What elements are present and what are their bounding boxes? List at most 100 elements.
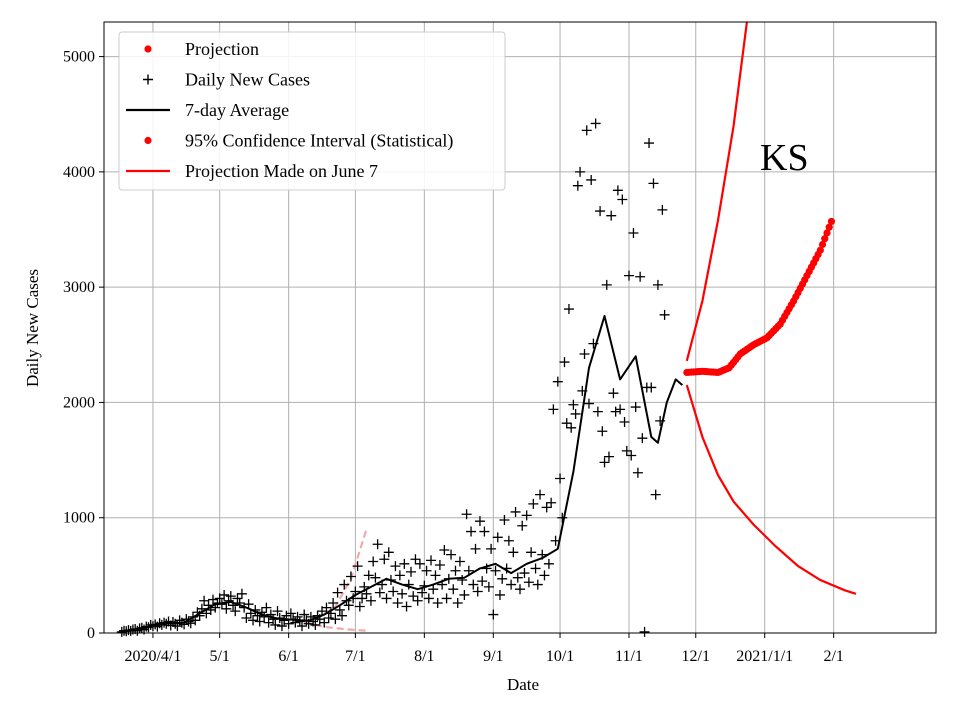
daily-cases-point (521, 510, 532, 521)
daily-cases-point (548, 404, 559, 415)
x-tick-label: 2020/4/1 (124, 648, 181, 665)
legend-marker-plus (143, 74, 153, 85)
daily-cases-point (352, 561, 363, 572)
axis-ticks: 0 1000 2000 3000 4000 5000 2020/4/1 5/1 6/1 7/1 8/… (63, 49, 844, 665)
daily-cases-point (546, 497, 557, 508)
daily-cases-point (361, 588, 372, 599)
daily-cases-point (590, 118, 601, 129)
daily-cases-point (401, 601, 412, 612)
daily-cases-point (414, 558, 425, 569)
daily-cases-point (610, 406, 621, 417)
daily-cases-point (644, 138, 655, 149)
daily-cases-point (439, 544, 450, 555)
daily-cases-point (650, 489, 661, 500)
projection-point (823, 229, 831, 237)
daily-cases-point (434, 559, 445, 570)
x-tick-label: 6/1 (278, 648, 298, 665)
daily-cases-point (345, 571, 356, 582)
daily-cases-point (323, 613, 334, 624)
daily-cases-point (370, 572, 381, 583)
y-tick-label: 0 (87, 625, 95, 642)
daily-cases-point (299, 609, 310, 620)
daily-cases-point (270, 619, 281, 630)
daily-cases-point (457, 574, 468, 585)
daily-cases-point (612, 185, 623, 196)
daily-cases-point (563, 304, 574, 315)
daily-cases-point (421, 565, 432, 576)
daily-cases-point (432, 598, 443, 609)
daily-cases-point (499, 515, 510, 526)
legend: Projection Daily New Cases 7-day Average 95… (118, 31, 506, 191)
daily-cases-point (603, 451, 614, 462)
daily-cases-point (466, 526, 477, 537)
daily-cases-point (428, 584, 439, 595)
daily-cases-point (617, 194, 628, 205)
x-tick-label: 7/1 (345, 648, 365, 665)
daily-cases-point (219, 589, 230, 600)
daily-cases-point (621, 445, 632, 456)
daily-cases-point (555, 473, 566, 484)
daily-cases-point (363, 570, 374, 581)
daily-cases-point (635, 271, 646, 282)
daily-cases-point (296, 621, 307, 632)
projection-point (821, 235, 829, 243)
daily-cases-point (570, 408, 581, 419)
average-layer (121, 315, 684, 633)
daily-cases-point (232, 593, 243, 604)
daily-cases-point (230, 606, 241, 617)
daily-cases-point (486, 543, 497, 554)
daily-cases-point (568, 399, 579, 410)
daily-cases-point (615, 404, 626, 415)
daily-cases-point (381, 593, 392, 604)
daily-cases-point (285, 608, 296, 619)
daily-cases-point (488, 609, 499, 620)
daily-cases-point (470, 543, 481, 554)
daily-cases-point (461, 509, 472, 520)
daily-cases-point (410, 554, 421, 565)
daily-cases-point (543, 558, 554, 569)
daily-cases-point (519, 568, 530, 579)
daily-cases-point (417, 587, 428, 598)
daily-cases-point (541, 502, 552, 513)
daily-cases-point (601, 279, 612, 290)
daily-cases-point (512, 572, 523, 583)
daily-cases-point (515, 584, 525, 595)
y-tick-label: 1000 (63, 510, 95, 527)
daily-cases-point (374, 587, 385, 598)
seven-day-average-line (121, 315, 684, 633)
daily-cases-point (619, 417, 630, 428)
legend-marker-dot (144, 136, 152, 145)
legend-label: 7-day Average (185, 100, 289, 120)
plot-frame (103, 21, 937, 634)
daily-cases-point (452, 598, 463, 609)
daily-cases-point (561, 418, 572, 429)
daily-cases-point (310, 619, 321, 630)
daily-cases-point (337, 610, 348, 621)
daily-cases-point (523, 577, 534, 588)
daily-cases-point (261, 602, 272, 613)
daily-cases-point (583, 398, 594, 409)
daily-cases-point (426, 555, 437, 566)
daily-cases-point (648, 178, 659, 189)
daily-cases-point (357, 593, 368, 604)
daily-cases-point (586, 174, 597, 185)
projection-layer (683, 21, 857, 595)
daily-cases-point (608, 388, 619, 399)
projection-point (818, 240, 827, 249)
daily-cases-point (637, 433, 648, 444)
legend-box (118, 31, 506, 191)
daily-cases-point (283, 618, 294, 629)
y-tick-label: 5000 (63, 49, 95, 66)
daily-cases-point (535, 489, 546, 500)
daily-cases-point (575, 166, 586, 177)
daily-cases-point (506, 579, 517, 590)
y-tick-label: 2000 (63, 394, 95, 411)
daily-cases-point (497, 573, 508, 584)
daily-cases-point (472, 586, 483, 597)
daily-cases-point (225, 591, 236, 602)
daily-cases-point (517, 520, 528, 531)
daily-cases-point (581, 125, 592, 136)
daily-cases-point (334, 604, 345, 615)
daily-cases-point (479, 526, 490, 537)
